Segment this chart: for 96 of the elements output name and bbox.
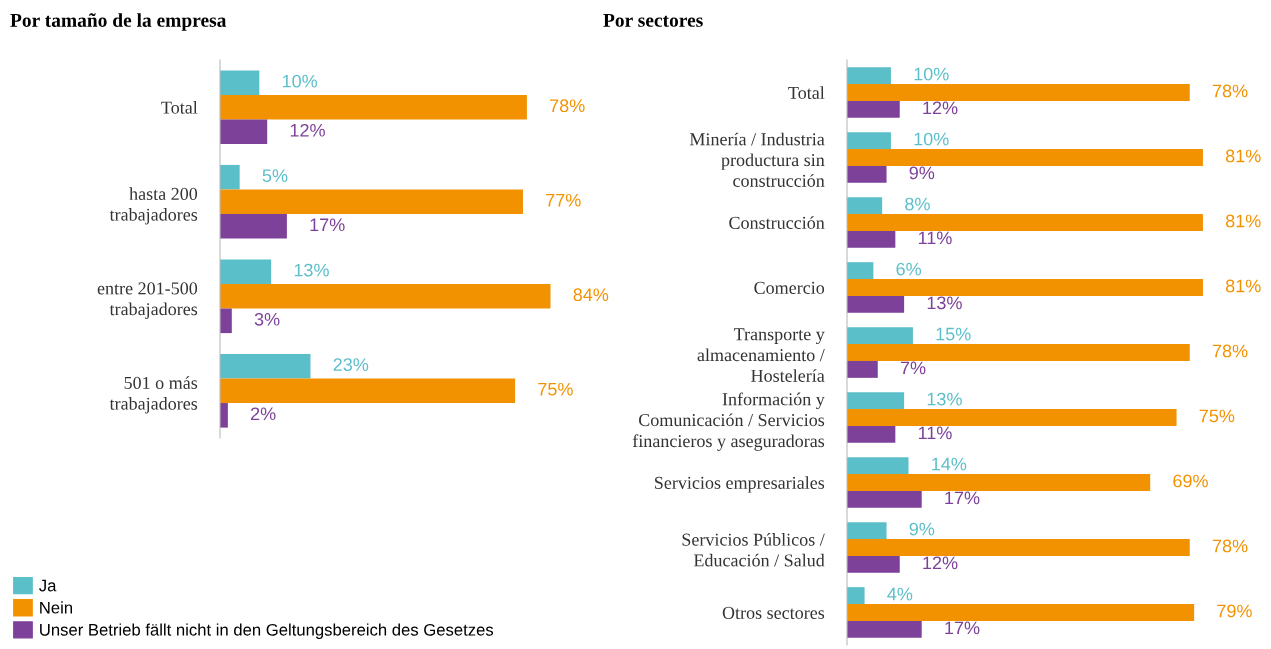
- bar: [847, 197, 883, 215]
- bar: [847, 457, 909, 475]
- bar: [847, 620, 922, 638]
- chart-title: Por tamaño de la empresa: [10, 13, 227, 31]
- data-label: 10%: [914, 132, 949, 146]
- bar: [847, 587, 865, 605]
- bar: [847, 214, 1203, 231]
- data-label: 17%: [945, 621, 980, 635]
- data-label: 11%: [918, 426, 952, 440]
- data-label: 10%: [282, 74, 318, 88]
- bar: [847, 100, 900, 118]
- y-tick-label: Otros sectores: [722, 606, 825, 619]
- data-label: 10%: [914, 67, 949, 81]
- bar: [220, 259, 272, 284]
- bar: [847, 262, 874, 280]
- y-tick-label: Servicios empresariales: [655, 476, 825, 493]
- y-tick-label: Transporte y almacenamiento / Hostelería: [697, 328, 825, 382]
- y-tick-label: hasta 200 trabajadores: [109, 187, 198, 225]
- bar: [847, 392, 905, 410]
- data-label: 81%: [1225, 149, 1261, 163]
- data-label: 8%: [905, 197, 930, 211]
- data-label: 78%: [1212, 344, 1248, 358]
- bar: [220, 164, 240, 190]
- y-tick-label: Construcción: [729, 216, 825, 229]
- data-label: 4%: [887, 587, 913, 601]
- bar: [220, 94, 527, 120]
- y-tick-label: Total: [788, 86, 825, 99]
- data-label: 13%: [927, 392, 962, 406]
- bar: [847, 165, 887, 183]
- data-label: 17%: [945, 491, 980, 505]
- bar: [847, 67, 891, 85]
- bar: [220, 214, 287, 239]
- bar: [847, 230, 896, 248]
- bar: [847, 409, 1177, 426]
- bar: [847, 539, 1190, 556]
- data-label: 13%: [294, 263, 329, 277]
- data-label: 6%: [896, 262, 922, 276]
- y-tick-label: 501 o más trabajadores: [109, 376, 198, 414]
- bar: [847, 604, 1195, 621]
- legend-label: Unser Betrieb fällt nicht in den Geltungsbereich des Gesetzes: [40, 623, 494, 639]
- data-label: 9%: [909, 522, 935, 536]
- data-label: 9%: [909, 166, 935, 180]
- data-label: 3%: [254, 312, 280, 326]
- data-label: 77%: [546, 193, 581, 207]
- bar: [847, 474, 1151, 491]
- legend-label: Ja: [39, 579, 57, 592]
- y-tick-label: entre 201-500 trabajadores: [97, 282, 198, 319]
- data-label: 75%: [1199, 409, 1235, 423]
- data-label: 12%: [923, 556, 958, 570]
- bar: [847, 555, 900, 573]
- bar: [847, 327, 913, 345]
- bar: [220, 119, 268, 145]
- bar: [847, 279, 1203, 296]
- data-label: 81%: [1225, 279, 1261, 293]
- data-label: 5%: [262, 169, 288, 183]
- y-tick-label: Información y Comunicación / Servicios financieros y aseguradoras: [632, 392, 825, 451]
- bar: [847, 132, 891, 150]
- bar: [220, 403, 228, 428]
- data-label: 11%: [918, 231, 952, 245]
- bar: [847, 490, 922, 508]
- bar: [847, 425, 896, 443]
- bar: [220, 353, 311, 379]
- bar: [220, 70, 260, 95]
- data-label: 2%: [251, 407, 276, 421]
- data-label: 84%: [573, 288, 609, 302]
- y-tick-label: Minería / Industria productura sin construcción: [689, 132, 825, 187]
- y-tick-label: Comercio: [754, 281, 825, 294]
- data-label: 79%: [1217, 604, 1252, 618]
- data-label: 12%: [923, 101, 958, 115]
- legend-label: Nein: [40, 601, 73, 614]
- data-label: 78%: [550, 99, 585, 113]
- y-tick-label: Total: [161, 100, 198, 114]
- bar: [220, 378, 516, 404]
- bar: [847, 84, 1190, 101]
- data-label: 14%: [932, 457, 967, 471]
- text: Por sectores: [603, 13, 703, 27]
- bar: [847, 360, 878, 378]
- bar: [847, 344, 1190, 361]
- data-label: 69%: [1173, 474, 1208, 488]
- data-label: 7%: [900, 361, 926, 375]
- data-label: 15%: [936, 327, 971, 341]
- bar: [220, 189, 523, 215]
- data-label: 78%: [1212, 84, 1248, 98]
- data-label: 12%: [290, 123, 325, 137]
- data-label: 78%: [1212, 539, 1248, 553]
- bar: [220, 283, 551, 309]
- y-tick-label: Servicios Públicos / Educación / Salud: [682, 533, 825, 567]
- data-label: 23%: [333, 358, 369, 372]
- bar: [220, 308, 232, 334]
- data-label: 17%: [310, 218, 345, 232]
- bar: [847, 522, 887, 540]
- data-label: 75%: [538, 382, 573, 396]
- bar: [847, 295, 905, 313]
- data-label: 81%: [1225, 214, 1261, 228]
- bar: [847, 149, 1203, 166]
- data-label: 13%: [927, 296, 962, 310]
